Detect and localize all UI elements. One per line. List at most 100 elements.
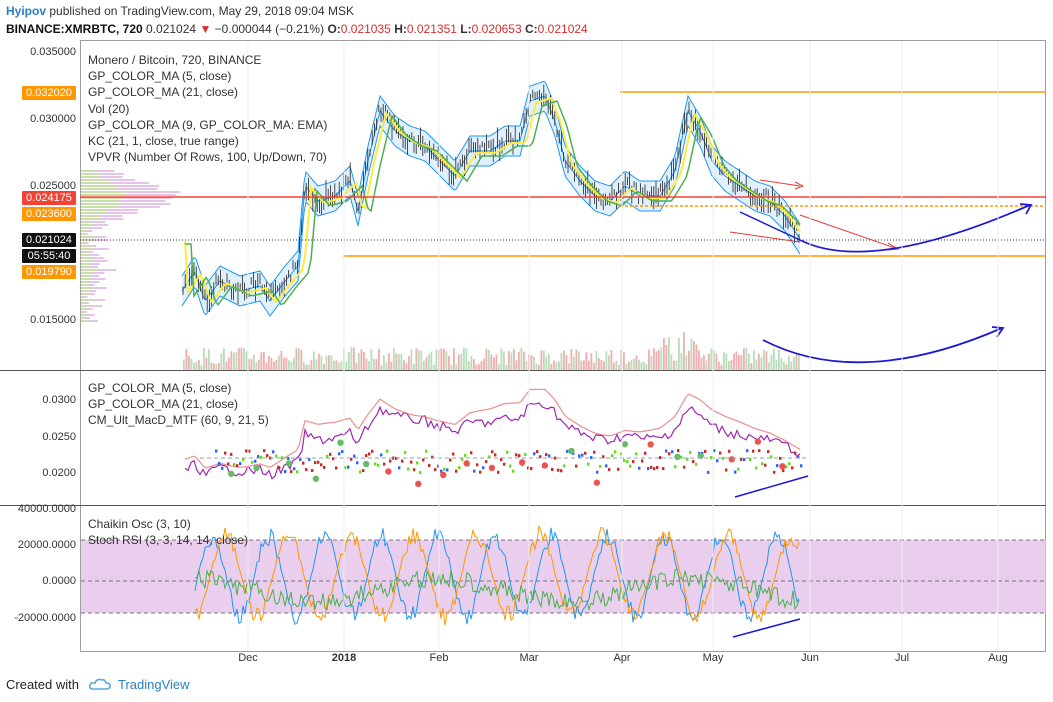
volume-bar [745,347,748,370]
macd-histogram-mark [644,451,647,455]
legend-item[interactable]: GP_COLOR_MA (9, GP_COLOR_MA: EMA) [88,117,328,132]
volume-profile-bar [81,242,89,244]
volume-profile-bar [81,194,177,196]
legend-item[interactable]: GP_COLOR_MA (21, close) [88,85,239,100]
volume-bar [615,360,618,370]
pane-separator-1[interactable] [0,370,1046,371]
low-label: L: [460,22,472,36]
volume-bar [675,360,678,370]
macd-histogram-mark [755,466,758,470]
volume-profile-bar [81,212,107,214]
volume-bar [188,355,190,370]
tradingview-link[interactable]: TradingView [118,677,190,692]
volume-bar [783,361,785,370]
volume-bar [585,352,588,370]
volume-profile-bar [81,311,84,313]
macd-histogram-mark [653,467,656,471]
macd-histogram-mark [470,451,473,455]
symbol-label[interactable]: BINANCE:XMRBTC, 720 [6,22,143,36]
macd-cross-dot [697,452,704,459]
legend-item[interactable]: VPVR (Number Of Rows, 100, Up/Down, 70) [88,150,327,165]
close-value: 0.021024 [537,22,588,36]
open-label: O: [327,22,341,36]
volume-profile-bar [81,200,120,202]
macd-cross-dot [415,480,422,488]
volume-bar [640,362,643,370]
macd-cross-dot [440,471,447,479]
author-link[interactable]: Hyipov [6,4,47,18]
main-price-axis[interactable]: 0.035000 0.030000 0.025000 0.015000 [0,40,80,370]
volume-bar [778,349,780,370]
volume-bar [690,338,693,370]
legend-item[interactable]: GP_COLOR_MA (5, close) [88,381,232,395]
macd-histogram-mark [752,449,755,453]
legend-item[interactable]: Vol (20) [88,101,130,116]
oscillator-legend: Chaikin Osc (3, 10) Stoch RSI (3, 3, 14,… [88,516,248,548]
volume-bar [418,350,420,370]
price-tag-red-level: 0.024175 [22,191,76,205]
x-tick: Dec [238,652,258,664]
macd-histogram-mark [284,470,287,474]
legend-item[interactable]: GP_COLOR_MA (5, close) [88,69,232,84]
keltner-band-line [181,80,801,287]
pane-separator-2[interactable] [0,505,1046,506]
macd-histogram-mark [293,467,296,471]
volume-profile-bar [81,239,107,241]
legend-item[interactable]: Stoch RSI (3, 3, 14, 14, close) [88,533,249,548]
volume-bar [500,348,503,370]
legend-item[interactable]: Chaikin Osc (3, 10) [88,517,191,531]
legend-item[interactable]: KC (21, 1, close, true range) [88,134,239,149]
oscillator-axis[interactable]: 40000.0000 20000.0000 0.0000 -20000.0000 [0,503,80,652]
x-tick: Feb [429,652,449,664]
volume-bar [185,348,188,370]
red-arrow [799,214,896,249]
time-axis[interactable]: Dec 2018 Feb Mar Apr May Jun Jul Aug [80,652,1046,668]
volume-bar [793,357,795,370]
macd-histogram-mark [410,460,413,464]
volume-bar [205,357,208,370]
volume-bar [468,361,470,370]
macd-axis[interactable]: 0.0300 0.0250 0.0200 [0,370,80,505]
volume-bar [508,351,510,370]
macd-histogram-mark [425,449,428,453]
macd-histogram-mark [458,466,461,470]
volume-bar [263,351,265,370]
macd-histogram-mark [608,468,611,472]
macd-histogram-mark [641,459,644,463]
footer: Created with TradingView [6,677,190,692]
macd-cross-dot [312,475,320,482]
macd-histogram-mark [347,465,350,469]
legend-item[interactable]: CM_Ult_MacD_MTF (60, 9, 21, 5) [88,413,269,428]
volume-bar [238,348,240,370]
volume-profile-bar [81,308,87,310]
volume-bar [245,351,248,370]
macd-cross-dot [674,453,681,461]
macd-histogram-mark [380,453,383,457]
macd-histogram-mark [452,452,455,456]
volume-profile-bar [81,290,88,292]
chart-frame[interactable] [80,40,1046,652]
volume-profile-bar [81,197,172,199]
macd-histogram-mark [329,452,332,456]
legend-item[interactable]: GP_COLOR_MA (21, close) [88,397,239,412]
volume-bar [315,359,318,370]
macd-histogram-mark [596,470,599,474]
volume-bar [708,353,710,370]
macd-histogram-mark [575,464,578,468]
macd-histogram-mark [602,455,605,459]
volume-bar [240,347,243,370]
volume-bar [195,361,198,370]
y-tick: -20000.0000 [14,612,76,624]
volume-bar [648,349,650,370]
macd-histogram-mark [623,458,626,462]
volume-profile-bar [81,233,85,235]
macd-histogram-mark [617,467,620,471]
volume-bar [715,353,718,370]
volume-bar [393,348,395,370]
macd-histogram-mark [497,470,500,474]
macd-histogram-mark [311,469,314,473]
legend-title[interactable]: Monero / Bitcoin, 720, BINANCE [88,53,262,67]
volume-bar [530,355,533,370]
macd-histogram-mark [308,458,311,462]
